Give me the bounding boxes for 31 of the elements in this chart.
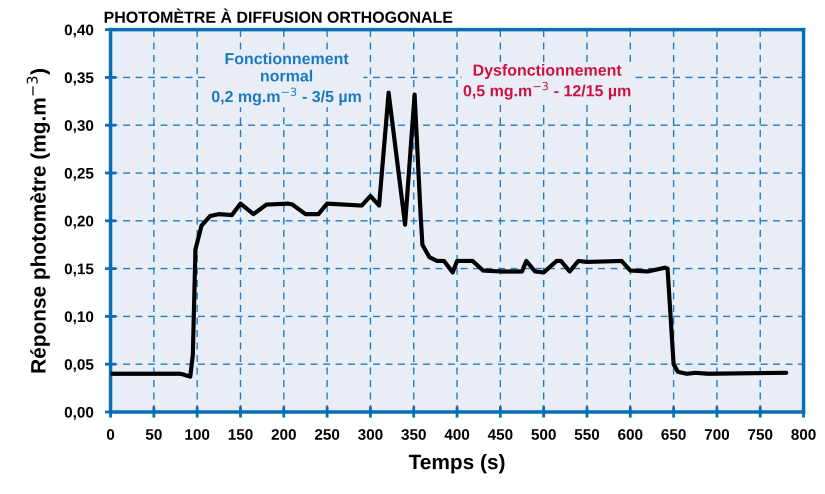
x-tick-label: 650 — [661, 429, 686, 440]
y-tick-label: 0,00 — [64, 406, 94, 420]
x-tick-label: 200 — [272, 429, 296, 440]
y-tick-label: 0,30 — [64, 120, 94, 134]
y-tick-label: 0,40 — [64, 24, 94, 38]
x-tick-label: 300 — [358, 429, 383, 440]
y-tick-label: 0,25 — [64, 168, 94, 181]
x-tick-label: 500 — [531, 429, 556, 440]
x-tick-label: 0 — [106, 429, 114, 440]
y-tick-label: 0,20 — [64, 216, 94, 229]
annotation: Dysfonctionnement 0,5 mg.m$^{−3}$ - 12/15 µm — [464, 64, 630, 100]
chart-title: PHOTOMÈTRE À DIFFUSION ORTHOGONALE — [104, 8, 452, 23]
x-tick-label: 700 — [704, 429, 730, 440]
y-tick-label: 0,35 — [64, 72, 94, 86]
x-tick-label: 350 — [401, 429, 426, 440]
x-tick-label: 450 — [488, 429, 512, 440]
x-tick-label: 50 — [146, 429, 162, 440]
y-tick-label: 0,15 — [64, 263, 94, 277]
y-axis-title: Réponse photomètre (mg.m$^{−3}$) — [26, 69, 50, 372]
x-tick-label: 800 — [791, 429, 816, 440]
y-tick-label: 0,05 — [64, 359, 94, 372]
x-tick-label: 750 — [748, 429, 772, 440]
x-tick-label: 100 — [185, 429, 210, 440]
x-tick-label: 550 — [574, 429, 600, 440]
x-tick-label: 400 — [444, 429, 470, 440]
x-tick-label: 600 — [618, 429, 642, 440]
x-tick-label: 150 — [228, 429, 253, 440]
annotation: Fonctionnement normal 0,2 mg.m$^{−3}$ - 3/5 µm — [212, 52, 361, 106]
x-tick-label: 250 — [314, 429, 340, 440]
x-axis-title: Temps (s) — [408, 454, 504, 474]
y-tick-label: 0,10 — [64, 311, 94, 324]
